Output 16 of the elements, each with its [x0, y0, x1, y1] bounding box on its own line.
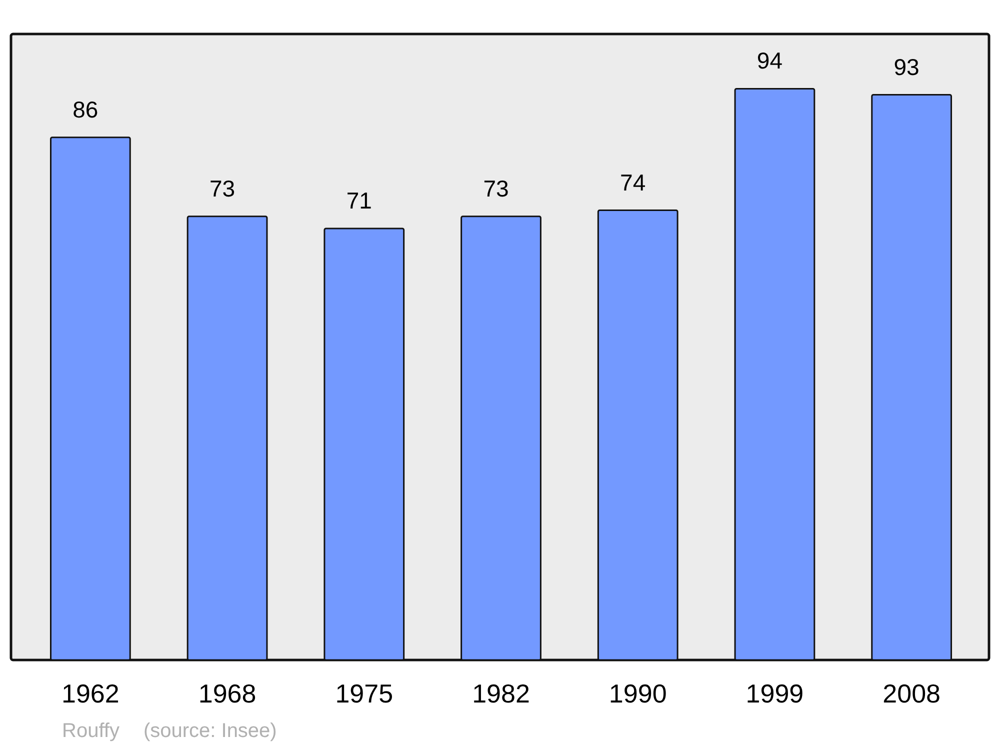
- data-label: 93: [894, 54, 920, 80]
- x-tick-label: 1982: [472, 678, 530, 708]
- data-label: 71: [346, 187, 372, 214]
- x-tick-label: 1999: [746, 678, 804, 708]
- text: Rouffy: [62, 720, 120, 742]
- x-tick-label: 1990: [608, 678, 667, 708]
- data-label: 73: [483, 175, 509, 202]
- x-tick-label: 1968: [198, 678, 256, 708]
- data-label: 86: [72, 96, 98, 122]
- data-label: 74: [620, 169, 646, 196]
- text: (source: Insee): [143, 720, 277, 742]
- data-label: 94: [756, 48, 783, 74]
- x-tick-label: 2008: [882, 678, 940, 708]
- x-tick-label: 1975: [335, 678, 394, 708]
- x-tick-label: 1962: [62, 678, 120, 708]
- data-label: 73: [209, 175, 236, 202]
